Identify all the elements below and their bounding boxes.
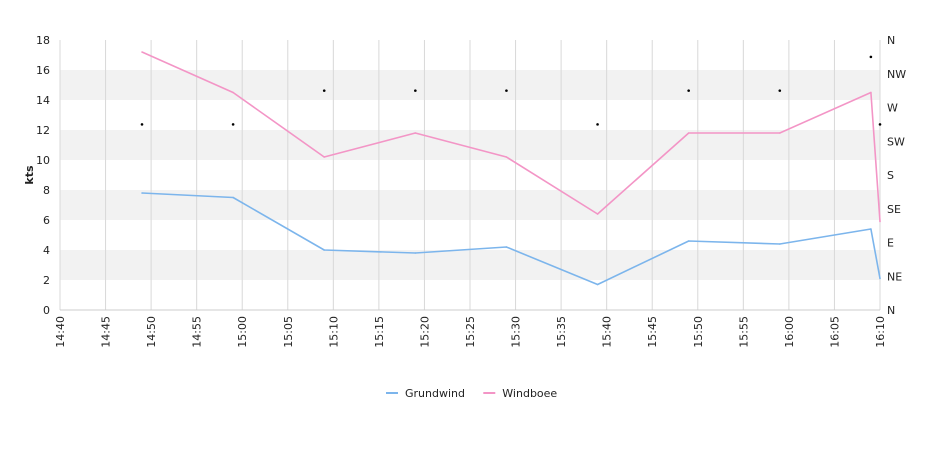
- direction-markers: [140, 55, 882, 126]
- y-tick-label: 6: [43, 214, 50, 227]
- data-point-windboee: [879, 220, 881, 223]
- x-tick-label: 16:10: [874, 316, 887, 348]
- x-tick-label: 14:40: [54, 316, 67, 348]
- data-point-grundwind: [596, 283, 599, 286]
- y-tick-label: 4: [43, 244, 50, 257]
- legend: Grundwind Windboee: [386, 387, 557, 400]
- y-tick-label: 8: [43, 184, 50, 197]
- y-tick-label: 2: [43, 274, 50, 287]
- right-tick-label: NE: [887, 270, 902, 283]
- y-tick-label: 10: [36, 154, 50, 167]
- data-point-grundwind: [870, 228, 872, 230]
- legend-label: Grundwind: [405, 387, 465, 400]
- data-point-grundwind: [879, 277, 881, 280]
- x-tick-label: 15:00: [236, 316, 249, 348]
- data-point-grundwind: [414, 252, 417, 254]
- direction-marker: [140, 123, 144, 126]
- direction-marker: [414, 89, 417, 92]
- right-tick-label: N: [887, 304, 895, 317]
- x-tick-label: 15:05: [282, 316, 295, 348]
- data-point-windboee: [323, 156, 326, 158]
- y-axis-title: kts: [23, 165, 36, 185]
- right-tick-label: W: [887, 102, 898, 115]
- data-point-grundwind: [323, 249, 326, 251]
- x-tick-label: 15:35: [555, 316, 568, 348]
- y-tick-label: 0: [43, 304, 50, 317]
- y-axis-ticks: 0 2 4 6 8 10 12 14 16 18: [36, 34, 50, 317]
- x-tick-label: 15:55: [737, 316, 750, 348]
- x-axis-ticks: 14:40 14:45 14:50 14:55 15:00 15:05 15:10 15:15…: [54, 316, 887, 348]
- data-point-windboee: [687, 132, 690, 134]
- right-tick-label: NW: [887, 68, 906, 81]
- right-axis-ticks: N NE E SE S SW W NW N: [887, 34, 906, 317]
- vertical-gridlines: [59, 40, 881, 311]
- legend-label: Windboee: [502, 387, 557, 400]
- data-point-windboee: [414, 132, 417, 134]
- data-point-windboee: [596, 213, 599, 215]
- x-tick-label: 14:50: [145, 316, 158, 348]
- data-point-windboee: [870, 91, 872, 94]
- x-tick-label: 15:45: [646, 316, 659, 348]
- x-tick-label: 15:40: [601, 316, 614, 348]
- direction-marker: [322, 89, 326, 92]
- series-line-grundwind: [141, 192, 881, 286]
- data-point-windboee: [778, 132, 781, 134]
- right-tick-label: SW: [887, 135, 905, 148]
- data-point-windboee: [232, 91, 234, 94]
- y-tick-label: 14: [36, 94, 50, 107]
- direction-marker: [231, 123, 235, 126]
- series-line-windboee: [141, 51, 881, 222]
- x-tick-label: 15:10: [327, 316, 340, 348]
- data-point-windboee: [505, 156, 508, 158]
- right-tick-label: E: [887, 237, 894, 250]
- series-lines: [141, 51, 881, 286]
- legend-item-grundwind[interactable]: Grundwind: [386, 387, 465, 400]
- data-point-windboee: [141, 51, 143, 53]
- right-tick-label: S: [887, 169, 894, 182]
- x-tick-label: 15:30: [510, 316, 523, 348]
- direction-marker: [778, 89, 782, 92]
- y-tick-label: 16: [36, 64, 50, 77]
- direction-marker: [878, 123, 882, 126]
- direction-marker: [596, 123, 599, 126]
- x-tick-label: 15:50: [692, 316, 705, 348]
- x-tick-label: 15:20: [418, 316, 431, 348]
- x-tick-label: 14:45: [100, 316, 113, 348]
- right-tick-label: N: [887, 34, 895, 47]
- data-point-grundwind: [505, 246, 508, 248]
- direction-marker: [505, 89, 508, 92]
- x-tick-label: 15:25: [464, 316, 477, 348]
- y-tick-label: 12: [36, 124, 50, 137]
- direction-marker: [869, 55, 873, 59]
- x-tick-label: 16:00: [783, 316, 796, 348]
- data-point-grundwind: [232, 196, 234, 199]
- right-tick-label: SE: [887, 203, 901, 216]
- x-tick-label: 14:55: [191, 316, 204, 348]
- x-tick-label: 16:05: [828, 316, 841, 348]
- data-point-grundwind: [778, 243, 781, 245]
- x-tick-label: 15:15: [373, 316, 386, 348]
- direction-marker: [687, 89, 690, 92]
- legend-item-windboee[interactable]: Windboee: [483, 387, 557, 400]
- data-point-grundwind: [687, 240, 690, 242]
- data-point-grundwind: [141, 192, 143, 194]
- y-tick-label: 18: [36, 34, 50, 47]
